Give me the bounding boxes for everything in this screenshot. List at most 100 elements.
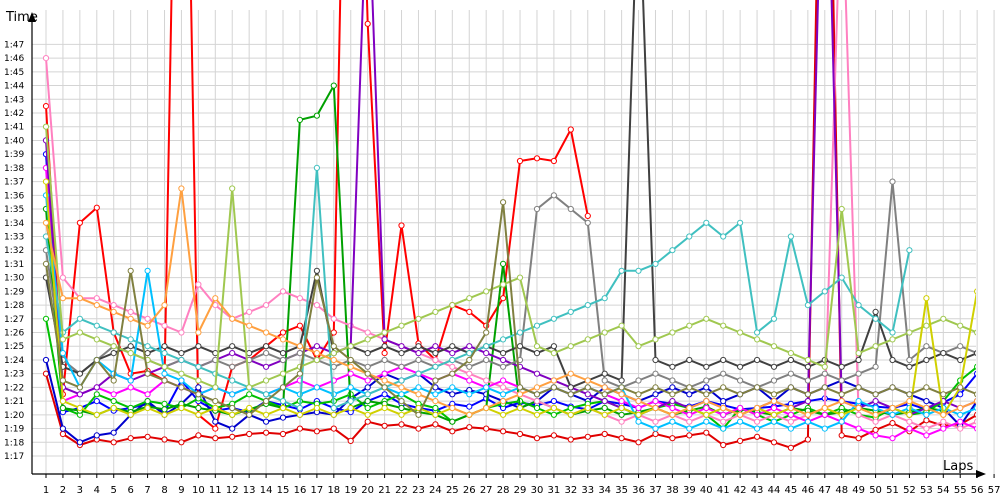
data-point xyxy=(838,411,845,418)
x-tick-label: 38 xyxy=(666,485,679,496)
x-tick-label: 35 xyxy=(615,485,628,496)
data-point xyxy=(347,363,354,370)
data-point xyxy=(838,205,845,213)
data-point xyxy=(652,370,659,377)
data-point xyxy=(76,219,84,226)
data-point xyxy=(957,384,964,391)
data-point xyxy=(161,343,168,350)
data-point xyxy=(313,428,320,435)
data-point xyxy=(703,377,710,384)
data-point xyxy=(516,329,524,336)
data-point xyxy=(533,391,541,398)
data-point xyxy=(618,418,625,425)
data-point xyxy=(110,377,117,384)
x-tick-label: 29 xyxy=(514,485,527,496)
data-point xyxy=(127,343,134,350)
data-point xyxy=(432,377,439,384)
data-point xyxy=(906,247,913,254)
data-point xyxy=(432,363,439,370)
data-point xyxy=(703,384,710,391)
data-point xyxy=(229,404,236,412)
data-point xyxy=(584,212,591,219)
data-point xyxy=(804,391,812,398)
x-tick-label: 56 xyxy=(971,485,984,496)
data-point xyxy=(381,343,388,350)
data-point xyxy=(686,411,693,418)
data-point xyxy=(195,391,202,398)
data-point xyxy=(686,356,693,364)
data-point xyxy=(381,404,388,412)
data-point xyxy=(415,343,422,350)
data-point xyxy=(737,437,744,444)
data-point xyxy=(449,370,456,377)
data-point xyxy=(178,350,185,357)
data-point xyxy=(838,418,845,425)
data-point xyxy=(500,384,507,391)
data-point xyxy=(940,411,947,418)
data-point xyxy=(804,418,812,425)
data-point xyxy=(804,436,812,443)
data-point xyxy=(127,308,134,315)
data-point xyxy=(550,404,558,412)
data-point xyxy=(567,126,574,133)
data-point xyxy=(313,404,320,412)
x-tick-label: 19 xyxy=(344,485,357,496)
data-point xyxy=(703,411,710,418)
data-point xyxy=(669,391,676,398)
data-point xyxy=(906,329,913,336)
data-point xyxy=(483,343,490,350)
data-point xyxy=(161,350,168,357)
data-point xyxy=(635,391,642,398)
data-point xyxy=(279,370,287,377)
data-point xyxy=(974,411,976,418)
data-point xyxy=(127,336,134,343)
data-point xyxy=(635,398,642,405)
data-point xyxy=(263,350,270,357)
data-point xyxy=(838,377,845,384)
data-point xyxy=(296,404,303,412)
data-point xyxy=(703,418,710,425)
data-point xyxy=(923,295,930,302)
data-point xyxy=(59,274,67,281)
x-tick-label: 16 xyxy=(294,485,307,496)
data-point xyxy=(76,439,84,446)
data-point xyxy=(364,418,371,425)
data-point xyxy=(483,329,490,336)
data-point xyxy=(76,329,84,336)
data-point xyxy=(838,274,845,281)
data-point xyxy=(821,384,828,391)
data-point xyxy=(974,370,976,377)
x-tick-label: 21 xyxy=(378,485,391,496)
data-point xyxy=(957,322,964,329)
data-point xyxy=(567,404,574,412)
data-point xyxy=(483,404,490,412)
data-point xyxy=(246,308,253,315)
data-point xyxy=(398,363,405,370)
data-point xyxy=(652,425,659,432)
data-point xyxy=(449,356,456,364)
data-point xyxy=(974,391,976,398)
data-point xyxy=(686,418,693,425)
data-point xyxy=(703,398,710,405)
data-point xyxy=(398,391,405,398)
data-point xyxy=(601,370,608,377)
data-point xyxy=(533,322,541,329)
data-point xyxy=(432,411,439,418)
data-point xyxy=(500,411,507,418)
data-point xyxy=(855,425,862,432)
data-point xyxy=(618,384,625,391)
data-point xyxy=(652,356,659,364)
data-point xyxy=(263,429,270,436)
data-point xyxy=(59,404,67,412)
data-point xyxy=(313,274,320,281)
data-point xyxy=(161,406,168,413)
x-tick-label: 33 xyxy=(581,485,594,496)
data-point xyxy=(42,178,50,185)
data-point xyxy=(381,370,388,377)
data-point xyxy=(889,178,896,185)
data-point xyxy=(770,391,778,398)
data-point xyxy=(669,384,676,391)
x-tick-label: 6 xyxy=(127,485,133,496)
data-point xyxy=(279,430,287,438)
